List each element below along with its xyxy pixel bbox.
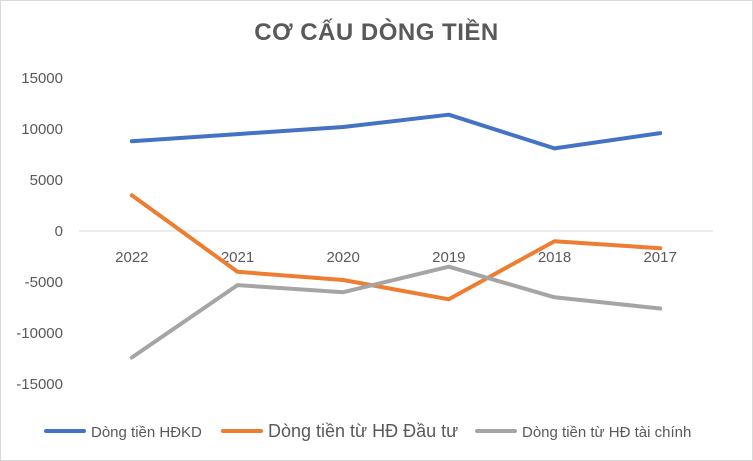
series-line-1 bbox=[129, 112, 663, 151]
series-line-2 bbox=[129, 193, 663, 302]
x-tick-label: 2017 bbox=[643, 249, 676, 266]
x-tick-label: 2022 bbox=[115, 249, 148, 266]
series-line-3 bbox=[129, 264, 663, 360]
legend-label: Dòng tiền từ HĐ tài chính bbox=[522, 424, 691, 441]
y-tick-label: -5000 bbox=[25, 274, 63, 291]
y-tick-label: 10000 bbox=[21, 121, 63, 138]
x-tick-label: 2021 bbox=[221, 249, 254, 266]
x-tick-label: 2019 bbox=[432, 249, 465, 266]
legend-label: Dòng tiền HĐKD bbox=[91, 424, 202, 441]
y-tick-label: 0 bbox=[55, 223, 63, 240]
y-axis: 15000 10000 5000 0 -5000 -10000 -15000 bbox=[16, 70, 63, 393]
chart-title: CƠ CẤU DÒNG TIỀN bbox=[254, 19, 499, 46]
legend: Dòng tiền HĐKD Dòng tiền từ HĐ Đầu tư Dòng… bbox=[44, 421, 691, 441]
legend-label: Dòng tiền từ HĐ Đầu tư bbox=[268, 421, 458, 441]
series-group bbox=[129, 112, 663, 360]
y-tick-label: -10000 bbox=[16, 325, 63, 342]
y-tick-label: -15000 bbox=[16, 376, 63, 393]
y-tick-label: 15000 bbox=[21, 70, 63, 87]
y-tick-label: 5000 bbox=[30, 172, 63, 189]
x-axis: 2022 2021 2020 2019 2018 2017 bbox=[115, 249, 677, 266]
x-tick-label: 2018 bbox=[538, 249, 571, 266]
x-tick-label: 2020 bbox=[326, 249, 359, 266]
